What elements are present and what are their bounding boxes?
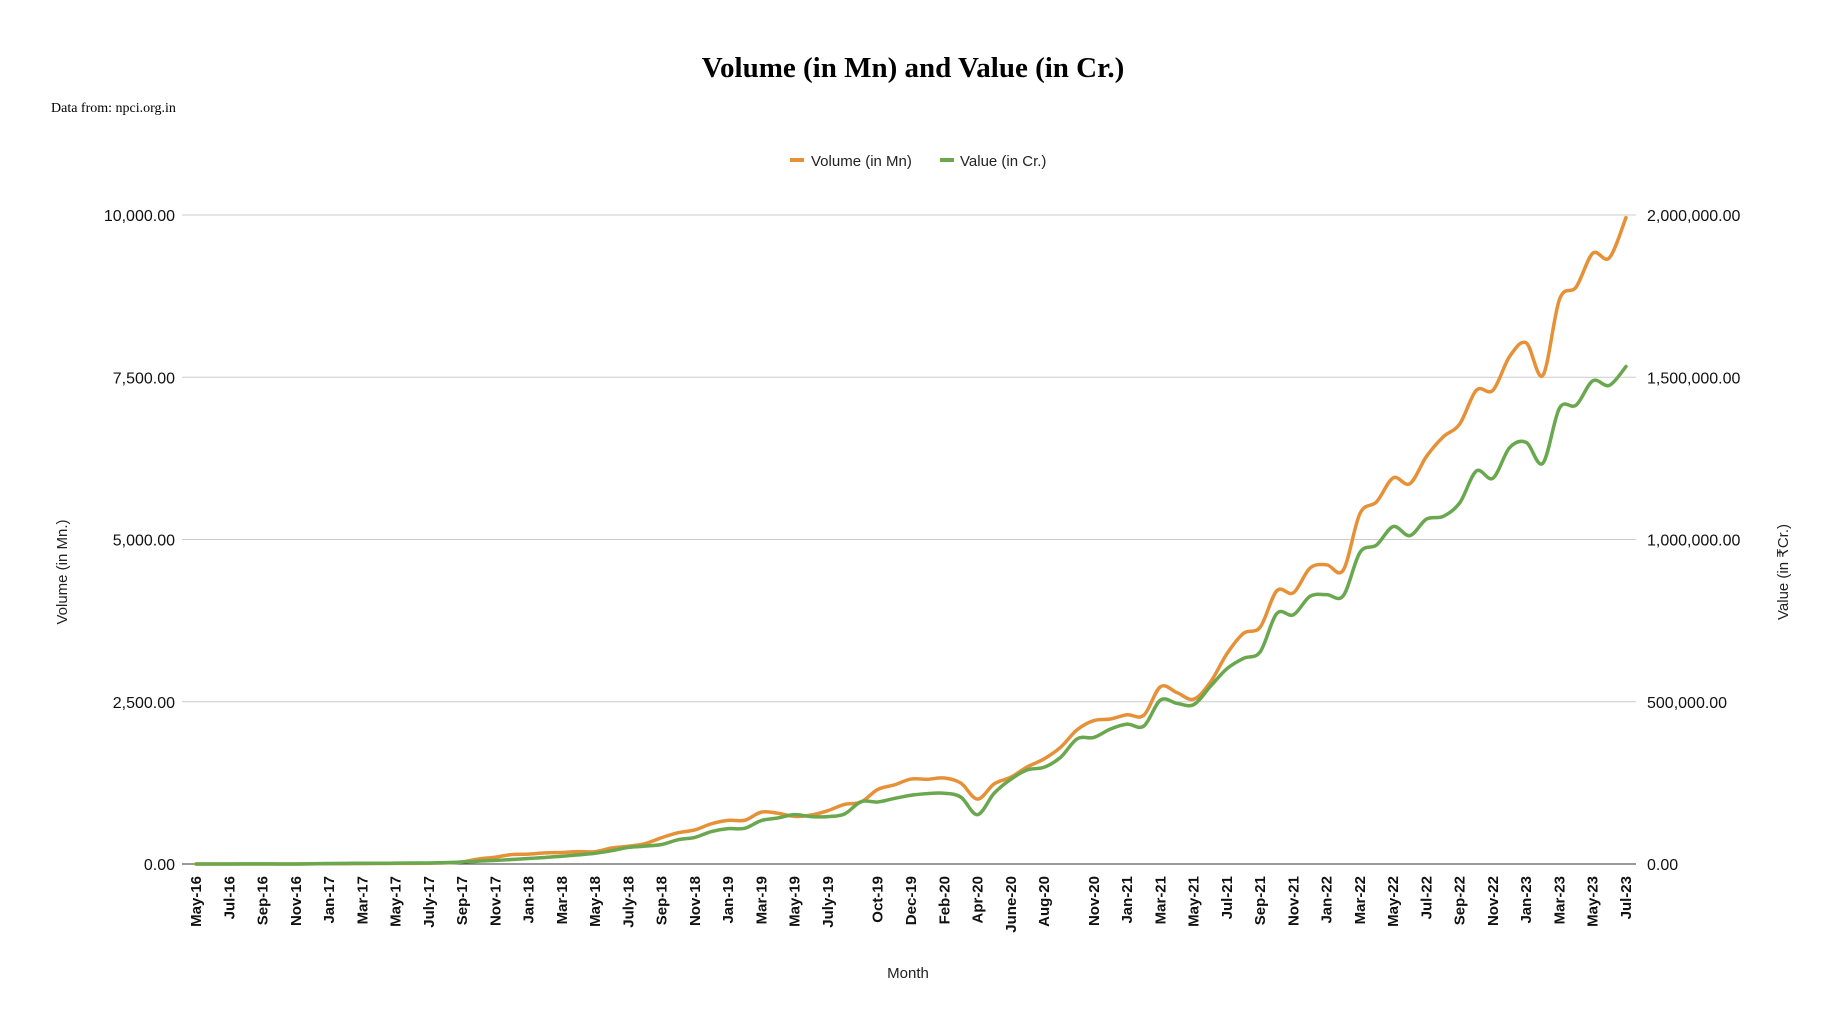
x-tick-label: Jul-22 <box>1418 876 1435 919</box>
x-tick-label: Sep-18 <box>654 876 671 925</box>
x-tick-label: Jan-23 <box>1518 876 1535 924</box>
legend-label-volume: Volume (in Mn) <box>811 153 912 170</box>
x-tick-label: May-22 <box>1385 876 1402 927</box>
y-left-tick-label: 5,000.00 <box>113 533 175 550</box>
x-tick-label: Jul-21 <box>1219 876 1236 919</box>
x-tick-label: Mar-22 <box>1352 876 1369 924</box>
x-tick-label: Aug-20 <box>1036 876 1053 927</box>
x-tick-label: Jan-19 <box>720 876 737 924</box>
chart-title: Volume (in Mn) and Value (in Cr.) <box>702 52 1124 84</box>
data-source-note: Data from: npci.org.in <box>51 101 176 116</box>
x-tick-label: June-20 <box>1003 876 1020 933</box>
x-tick-label: Sep-17 <box>454 876 471 925</box>
series-lines <box>194 215 1628 866</box>
gridlines <box>182 214 1636 865</box>
x-tick-label: Jul-23 <box>1618 876 1635 919</box>
x-tick-label: Nov-20 <box>1086 876 1103 926</box>
x-tick-label: Sep-22 <box>1452 876 1469 925</box>
x-tick-label: Apr-20 <box>970 876 987 924</box>
x-tick-label: Feb-20 <box>936 876 953 924</box>
y-axis-right-ticks: 0.00 500,000.00 1,000,000.00 1,500,000.00 2,… <box>1647 208 1741 874</box>
x-tick-label: Nov-16 <box>288 876 305 926</box>
series-line-volume <box>194 215 1628 866</box>
series-line-value <box>194 364 1628 866</box>
y-axis-left-ticks: 0.00 2,500.00 5,000.00 7,500.00 10,000.00 <box>104 208 175 874</box>
x-tick-label: Jul-16 <box>221 876 238 919</box>
y-right-tick-label: 500,000.00 <box>1647 695 1727 712</box>
y-axis-right-label: Value (in ₹Cr.) <box>1775 524 1792 620</box>
x-tick-label: Jan-22 <box>1319 876 1336 924</box>
x-tick-label: Mar-17 <box>354 876 371 924</box>
y-right-tick-label: 2,000,000.00 <box>1647 208 1741 225</box>
x-axis-ticks: May-16 Jul-16 Sep-16 Nov-16 Jan-17 Mar-17 May-… <box>188 876 1635 933</box>
x-tick-label: Mar-18 <box>554 876 571 924</box>
x-tick-label: May-16 <box>188 876 205 927</box>
x-tick-label: May-17 <box>388 876 405 927</box>
y-left-tick-label: 0.00 <box>144 857 175 874</box>
x-tick-label: Mar-21 <box>1152 876 1169 924</box>
x-tick-label: Nov-21 <box>1285 876 1302 926</box>
y-axis-left-label: Volume (in Mn.) <box>54 519 71 624</box>
y-right-tick-label: 1,000,000.00 <box>1647 533 1741 550</box>
legend: Volume (in Mn) Value (in Cr.) <box>790 153 1046 170</box>
x-tick-label: July-17 <box>421 876 438 928</box>
legend-label-value: Value (in Cr.) <box>960 153 1046 170</box>
x-tick-label: Mar-23 <box>1551 876 1568 924</box>
y-left-tick-label: 7,500.00 <box>113 370 175 387</box>
y-right-tick-label: 1,500,000.00 <box>1647 370 1741 387</box>
x-tick-label: Jan-17 <box>321 876 338 924</box>
x-tick-label: May-19 <box>787 876 804 927</box>
x-tick-label: Jan-18 <box>521 876 538 924</box>
x-tick-label: May-21 <box>1186 876 1203 927</box>
y-left-tick-label: 2,500.00 <box>113 695 175 712</box>
x-tick-label: July-18 <box>620 876 637 928</box>
x-tick-label: Mar-19 <box>753 876 770 924</box>
x-tick-label: May-18 <box>587 876 604 927</box>
y-left-tick-label: 10,000.00 <box>104 208 175 225</box>
x-tick-label: Nov-17 <box>487 876 504 926</box>
x-tick-label: May-23 <box>1585 876 1602 927</box>
x-tick-label: Nov-22 <box>1485 876 1502 926</box>
x-tick-label: Sep-16 <box>255 876 272 925</box>
x-tick-label: Nov-18 <box>687 876 704 926</box>
x-tick-label: Oct-19 <box>870 876 887 923</box>
x-axis-label: Month <box>887 965 929 982</box>
x-tick-label: July-19 <box>820 876 837 928</box>
y-right-tick-label: 0.00 <box>1647 857 1678 874</box>
x-tick-label: Sep-21 <box>1252 876 1269 925</box>
x-tick-label: Jan-21 <box>1119 876 1136 924</box>
x-tick-label: Dec-19 <box>903 876 920 925</box>
